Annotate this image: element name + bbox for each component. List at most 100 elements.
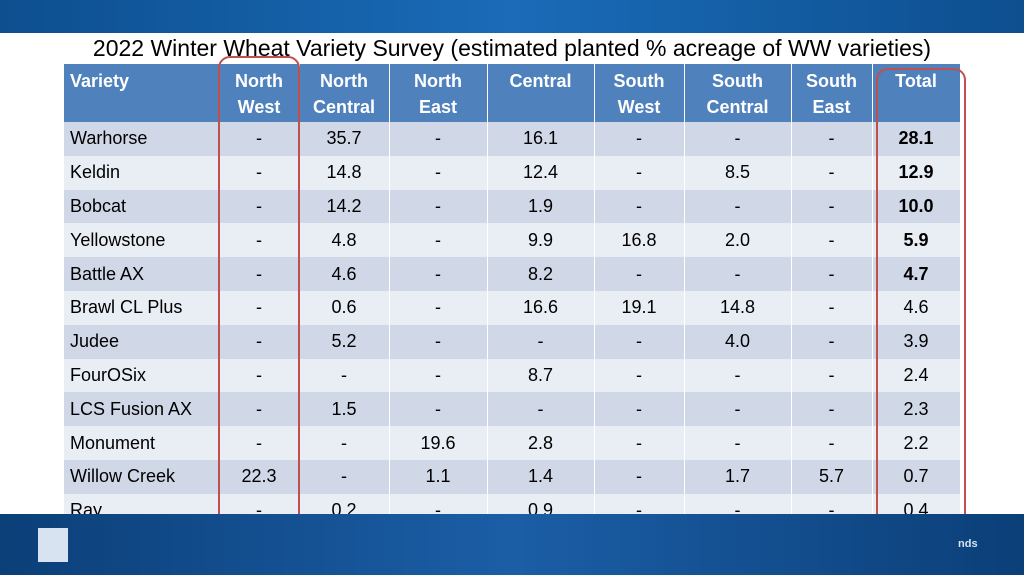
region-value-cell: 2.8 [487, 426, 595, 460]
total-cell: 12.9 [872, 155, 961, 190]
region-value-cell: 12.4 [487, 155, 595, 190]
region-value-cell: - [594, 459, 685, 494]
footer-text: nds [958, 538, 978, 550]
region-value-cell: 14.2 [299, 189, 390, 224]
column-header: Central [487, 64, 595, 122]
variety-name-cell: Battle AX [64, 257, 220, 291]
total-cell: 3.9 [872, 324, 961, 359]
column-header-line2: Central [706, 97, 769, 117]
region-value-cell: - [219, 426, 300, 460]
region-value-cell: - [594, 358, 685, 393]
region-value-cell: 5.2 [299, 324, 390, 359]
region-value-cell: - [684, 257, 792, 291]
region-value-cell: - [791, 358, 873, 393]
column-header-line1: Variety [70, 71, 130, 91]
region-value-cell: - [219, 155, 300, 190]
region-value-cell: 1.1 [389, 459, 488, 494]
variety-name-cell: LCS Fusion AX [64, 392, 220, 427]
region-value-cell: 16.6 [487, 290, 595, 325]
variety-name-cell: Warhorse [64, 122, 220, 156]
region-value-cell: - [594, 189, 685, 224]
header-row: Variety North West North Central North East Cen… [64, 64, 961, 122]
total-cell: 2.3 [872, 392, 961, 427]
total-cell: 10.0 [872, 189, 961, 224]
total-cell: 2.2 [872, 426, 961, 460]
variety-name-cell: Judee [64, 324, 220, 359]
region-value-cell: - [389, 257, 488, 291]
column-header-line1: North [235, 71, 283, 91]
region-value-cell: - [487, 392, 595, 427]
region-value-cell: - [791, 257, 873, 291]
top-banner [0, 0, 1024, 33]
total-cell: 5.9 [872, 223, 961, 258]
region-value-cell: 8.7 [487, 358, 595, 393]
column-header: Variety [64, 64, 220, 122]
region-value-cell: - [389, 358, 488, 393]
region-value-cell: - [219, 122, 300, 156]
region-value-cell: 35.7 [299, 122, 390, 156]
region-value-cell: - [594, 426, 685, 460]
table-row: Yellowstone -4.8-9.9 16.8 2.0-5.9 [64, 223, 961, 258]
region-value-cell: - [594, 392, 685, 427]
region-value-cell: 22.3 [219, 459, 300, 494]
region-value-cell: - [389, 155, 488, 190]
column-header-line1: South [806, 71, 857, 91]
column-header-line1: South [712, 71, 763, 91]
region-value-cell: - [594, 324, 685, 359]
column-header: North East [389, 64, 488, 122]
region-value-cell: - [487, 324, 595, 359]
region-value-cell: - [684, 189, 792, 224]
region-value-cell: - [389, 189, 488, 224]
column-header: South West [594, 64, 685, 122]
region-value-cell: 1.4 [487, 459, 595, 494]
column-header-line1: Total [895, 71, 937, 91]
table-row: Battle AX -4.6-8.2- - -4.7 [64, 257, 961, 291]
table-row: Keldin -14.8-12.4-8.5-12.9 [64, 155, 961, 190]
total-cell: 4.6 [872, 290, 961, 325]
region-value-cell: 1.9 [487, 189, 595, 224]
variety-name-cell: Bobcat [64, 189, 220, 224]
column-header: North West [219, 64, 300, 122]
region-value-cell: - [684, 426, 792, 460]
region-value-cell: - [684, 358, 792, 393]
slide-title: 2022 Winter Wheat Variety Survey (estima… [92, 35, 932, 61]
region-value-cell: - [219, 257, 300, 291]
region-value-cell: - [219, 223, 300, 258]
column-header-line1: Central [509, 71, 572, 91]
region-value-cell: 4.6 [299, 257, 390, 291]
total-cell: 4.7 [872, 257, 961, 291]
table-row: Monument - -19.6 2.8- - -2.2 [64, 426, 961, 460]
column-header-line2: West [237, 97, 281, 117]
region-value-cell: - [594, 155, 685, 190]
region-value-cell: 19.1 [594, 290, 685, 325]
column-header: South Central [684, 64, 792, 122]
region-value-cell: 8.2 [487, 257, 595, 291]
total-cell: 0.7 [872, 459, 961, 494]
column-header-line1: North [414, 71, 462, 91]
column-header-line2: East [418, 97, 458, 117]
region-value-cell: - [791, 426, 873, 460]
region-value-cell: - [389, 122, 488, 156]
total-cell: 28.1 [872, 122, 961, 156]
column-header: South East [791, 64, 873, 122]
variety-name-cell: Keldin [64, 155, 220, 190]
column-header-line1: South [613, 71, 665, 91]
region-value-cell: 14.8 [299, 155, 390, 190]
table-row: LCS Fusion AX -1.5- - - - -2.3 [64, 392, 961, 427]
table-row: Warhorse -35.7-16.1- - -28.1 [64, 122, 961, 156]
variety-name-cell: Brawl CL Plus [64, 290, 220, 325]
table-row: Bobcat -14.2-1.9- - -10.0 [64, 189, 961, 224]
variety-name-cell: Monument [64, 426, 220, 460]
total-cell: 2.4 [872, 358, 961, 393]
region-value-cell: - [791, 324, 873, 359]
region-value-cell: - [791, 155, 873, 190]
table-row: Judee -5.2- - -4.0-3.9 [64, 324, 961, 359]
variety-table: Variety North West North Central North East Cen… [64, 64, 961, 562]
region-value-cell: - [791, 392, 873, 427]
region-value-cell: - [299, 459, 390, 494]
region-value-cell: - [219, 189, 300, 224]
region-value-cell: - [389, 392, 488, 427]
region-value-cell: - [791, 223, 873, 258]
table-row: Willow Creek 22.3-1.1 1.4-1.7 5.7 0.7 [64, 459, 961, 494]
region-value-cell: 1.7 [684, 459, 792, 494]
